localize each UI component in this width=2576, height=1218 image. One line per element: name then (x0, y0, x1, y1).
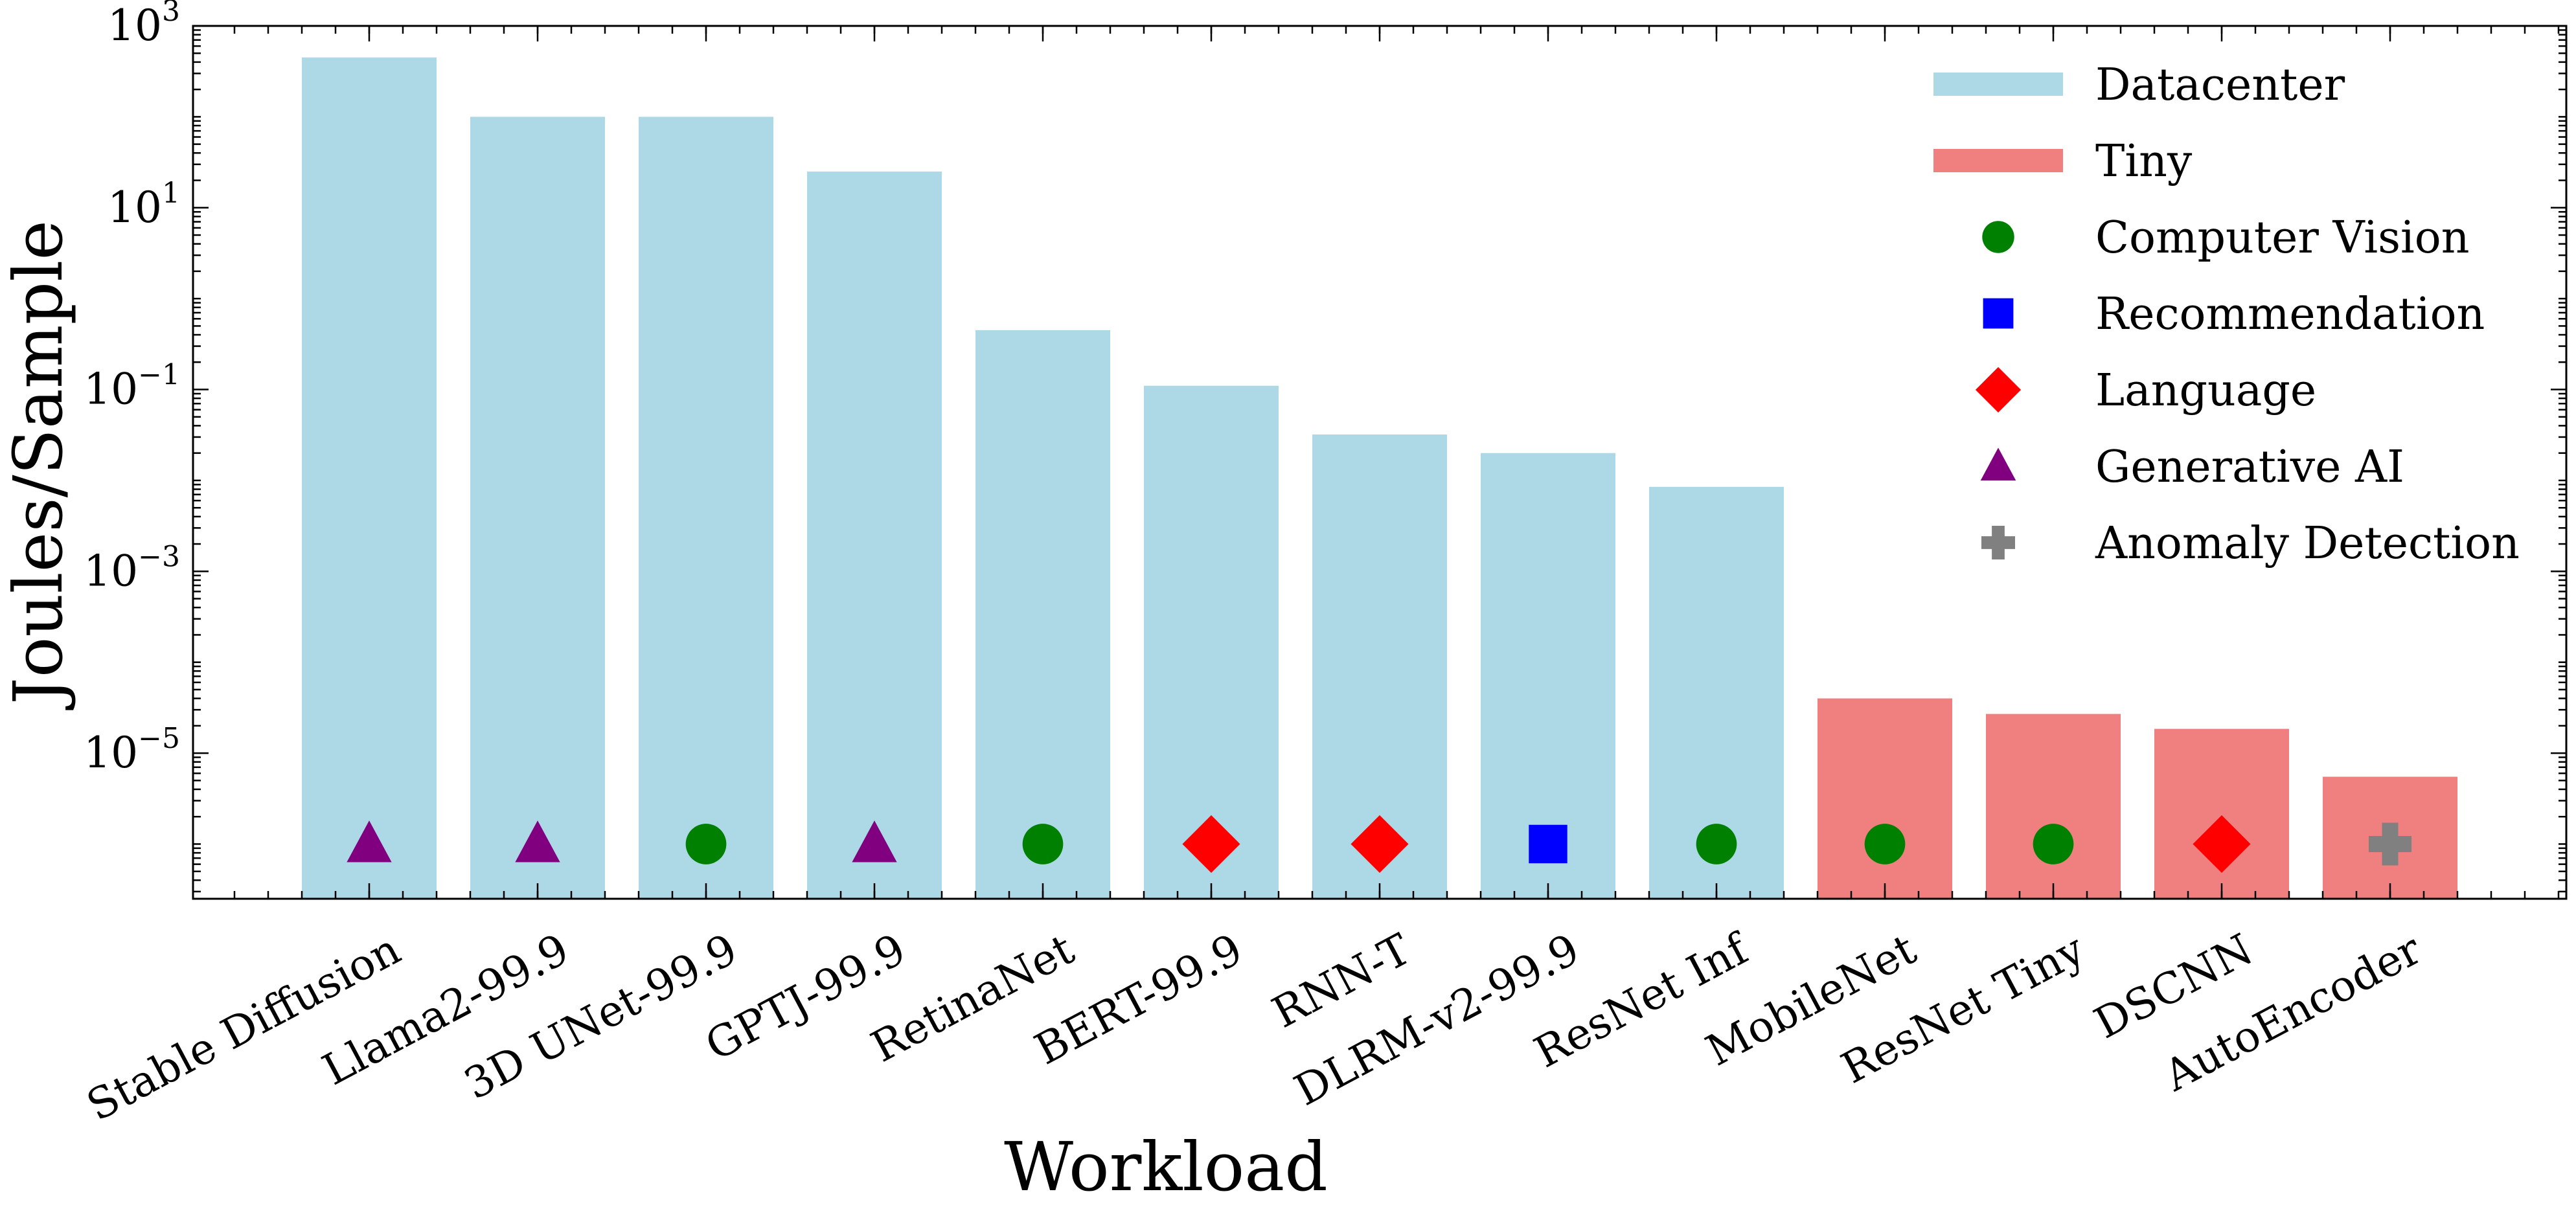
legend-label-tiny: Tiny (2095, 136, 2193, 187)
marker-10 (1864, 824, 1906, 864)
legend-label-language: Language (2095, 365, 2316, 416)
bar-3 (639, 117, 773, 899)
bar-12 (2154, 728, 2289, 899)
x-tick-label-3: 3D UNet-99.9 (456, 924, 745, 1109)
legend: Datacenter Tiny Computer Vision Recommendat… (1933, 60, 2520, 569)
y-tick-labels: 103 101 10−1 10−3 10−5 (84, 0, 180, 778)
bar-10 (1818, 698, 1952, 899)
marker-7 (1351, 815, 1409, 874)
y-tick-label-1: 103 (108, 0, 180, 51)
marker-2 (515, 820, 560, 863)
y-axis-label: Joules/Sample (0, 220, 78, 710)
legend-label-computer-vision: Computer Vision (2095, 212, 2470, 264)
bar-8 (1481, 453, 1615, 899)
y-tick-label-4: 10−3 (84, 540, 180, 596)
marker-8 (1529, 824, 1567, 864)
legend-swatch-tiny (1933, 149, 2063, 172)
bar-4 (807, 171, 942, 899)
legend-marker-language (1975, 367, 2022, 413)
legend-marker-generative-ai (1980, 447, 2016, 481)
marker-12 (2193, 815, 2251, 874)
marker-4 (852, 820, 897, 863)
bar-6 (1144, 385, 1279, 899)
legend-marker-recommendation (1983, 298, 2014, 329)
legend-label-datacenter: Datacenter (2095, 60, 2345, 111)
marker-5 (1022, 824, 1064, 864)
marker-3 (685, 824, 727, 864)
bar-1 (302, 57, 437, 899)
marker-9 (1696, 824, 1737, 864)
marker-1 (347, 820, 392, 863)
plot-frame (192, 25, 2568, 900)
bar-2 (470, 117, 605, 899)
x-axis-label: Workload (1004, 1127, 1328, 1206)
legend-label-anomaly-detection: Anomaly Detection (2095, 518, 2520, 569)
y-tick-label-2: 101 (108, 177, 180, 232)
bar-5 (975, 330, 1110, 899)
task-markers (347, 815, 2411, 874)
y-tick-label-5: 10−5 (84, 722, 180, 778)
marker-13 (2369, 822, 2411, 866)
legend-marker-anomaly-detection (1981, 526, 2016, 559)
y-tick-label-3: 10−1 (84, 359, 180, 414)
marker-6 (1182, 815, 1240, 874)
bar-11 (1986, 714, 2121, 899)
legend-label-recommendation: Recommendation (2095, 289, 2485, 340)
bars (302, 57, 2457, 899)
legend-swatch-datacenter (1933, 73, 2063, 96)
legend-label-generative-ai: Generative AI (2095, 442, 2404, 493)
legend-marker-computer-vision (1982, 221, 2014, 253)
x-tick-label-8: DLRM-v2-99.9 (1286, 924, 1587, 1116)
marker-11 (2033, 824, 2074, 864)
axis-ticks (193, 25, 2566, 899)
